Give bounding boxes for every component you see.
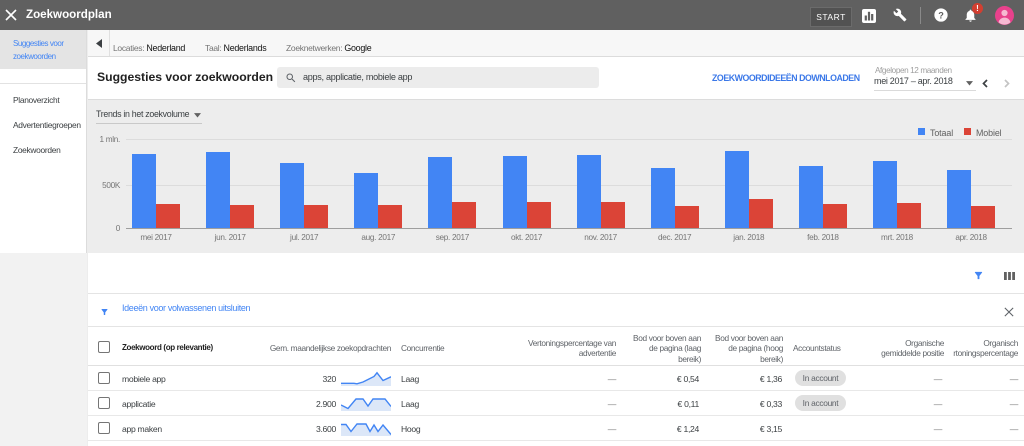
svg-text:?: ? bbox=[938, 10, 944, 20]
